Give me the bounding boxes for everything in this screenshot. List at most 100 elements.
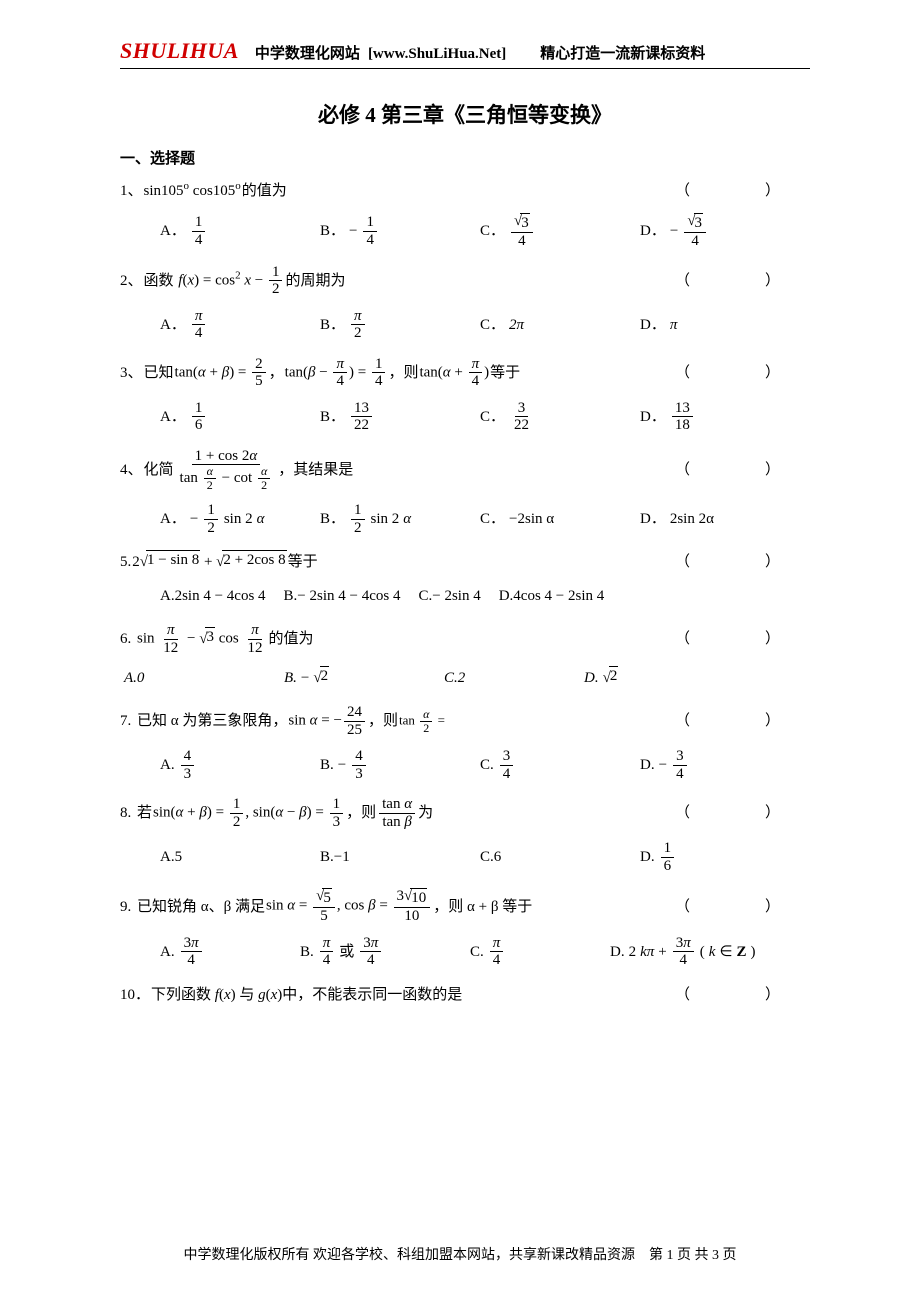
brand-logo: SHULIHUA [120,38,239,64]
question-6: 6. sin π12 − 3 cos π12 的值为 （ ） A.0 B.−2 … [120,622,810,690]
q8-paren: （ ） [675,801,810,825]
question-4: 4、 化简 1 + cos 2α tan α2 − cot α2 ，其结果是 （… [120,448,810,537]
q2-tail: 的周期为 [285,269,345,293]
q3-opt-a[interactable]: A．16 [160,400,320,434]
q9-paren: （ ） [675,895,810,919]
header-tagline: 精心打造一流新课标资料 [540,42,705,63]
footer-page: 第 1 页 共 3 页 [649,1248,737,1263]
q7-num: 7. [120,709,131,733]
header-url: [www.ShuLiHua.Net] [368,46,506,63]
q8-opt-b[interactable]: B.−1 [320,845,480,869]
q5-paren: （ ） [675,550,810,574]
q10-paren: （ ） [675,983,810,1007]
q8-opt-d[interactable]: D.16 [640,840,800,874]
q9-opt-c[interactable]: C.π4 [470,935,610,969]
q3-num: 3、 [120,361,143,385]
q6-opt-b[interactable]: B.−2 [284,666,444,690]
q1-num: 1、 [120,179,143,203]
q5-expr: 21 − sin 8 + 2 + 2cos 8 [132,550,286,574]
question-2: 2、 函数 f(x) = cos2 x − 12 的周期为 （ ） A．π4 B… [120,264,810,342]
q9-opt-a[interactable]: A.3π4 [160,935,300,969]
page-title: 必修 4 第三章《三角恒等变换》 [120,99,810,129]
page: SHULIHUA 中学数理化网站 [www.ShuLiHua.Net] 精心打造… [0,0,920,1302]
q3-pre: 已知 [144,361,174,385]
q3-mid2: ，则 [388,361,418,385]
q5-opt-b[interactable]: B.− 2sin 4 − 4cos 4 [284,584,401,608]
q6-num: 6. [120,627,131,651]
q2-opt-c[interactable]: C．2π [480,313,640,337]
q8-pre: 若 [137,801,152,825]
page-header: SHULIHUA 中学数理化网站 [www.ShuLiHua.Net] 精心打造… [120,38,810,64]
q9-mid: ，则 α + β 等于 [433,895,532,919]
q7-mid: ，则 [368,709,398,733]
q3-paren: （ ） [675,361,810,385]
question-5: 5. 21 − sin 8 + 2 + 2cos 8 等于 （ ） A.2sin… [120,550,810,608]
q8-expr1: sin(α + β) = 12, sin(α − β) = 13 [153,796,345,830]
q9-num: 9. [120,895,131,919]
q4-opt-b[interactable]: B．12 sin 2α [320,502,480,536]
q6-expr: sin π12 − 3 cos π12 [137,622,267,656]
q4-tail: ，其结果是 [278,458,353,482]
q2-pre: 函数 [144,269,174,293]
q2-num: 2、 [120,269,143,293]
section-heading: 一、选择题 [120,147,810,168]
q8-opt-a[interactable]: A.5 [160,845,320,869]
q4-opt-d[interactable]: D．2sin 2α [640,507,800,531]
q3-tail: 等于 [490,361,520,385]
q10-num: 10． [120,983,150,1007]
q7-pre: 已知 α 为第三象限角， [137,709,287,733]
q3-opt-b[interactable]: B．1322 [320,400,480,434]
q7-opt-b[interactable]: B.−43 [320,748,480,782]
q2-paren: （ ） [675,269,810,293]
q7-opt-c[interactable]: C.34 [480,748,640,782]
q7-expr2: tan α2 = [399,708,445,735]
q5-tail: 等于 [288,550,318,574]
q1-opt-b[interactable]: B．−14 [320,214,480,248]
q5-opt-a[interactable]: A.2sin 4 − 4cos 4 [160,584,266,608]
q7-expr1: sin α = −2425 [288,704,367,738]
question-10: 10． 下列函数 f(x) 与 g(x)中，不能表示同一函数的是 （ ） [120,983,810,1007]
q1-opt-a[interactable]: A．14 [160,214,320,248]
q4-opt-a[interactable]: A．−12 sin 2α [160,502,320,536]
q3-expr1: tan(α + β) = 25 [175,356,268,390]
q2-opt-a[interactable]: A．π4 [160,308,320,342]
q7-opt-d[interactable]: D.−34 [640,748,800,782]
q6-opt-c[interactable]: C.2 [444,666,584,690]
q3-expr2: tan(β − π4) = 14 [285,356,388,390]
q1-paren: （ ） [675,179,810,203]
q5-opt-c[interactable]: C.− 2sin 4 [418,584,480,608]
q4-pre: 化简 [144,458,174,482]
q2-opt-b[interactable]: B．π2 [320,308,480,342]
question-8: 8. 若 sin(α + β) = 12, sin(α − β) = 13 ，则… [120,796,810,874]
q3-opt-c[interactable]: C．322 [480,400,640,434]
q7-opt-a[interactable]: A.43 [160,748,320,782]
q9-pre: 已知锐角 α、β 满足 [137,895,265,919]
question-3: 3、 已知 tan(α + β) = 25 ， tan(β − π4) = 14… [120,356,810,434]
q8-mid: ，则 [346,801,376,825]
q9-opt-b[interactable]: B.π4或3π4 [300,935,470,969]
q5-opt-d[interactable]: D.4cos 4 − 2sin 4 [499,584,605,608]
q6-opt-d[interactable]: D.2 [584,666,744,690]
question-7: 7. 已知 α 为第三象限角， sin α = −2425 ，则 tan α2 … [120,704,810,782]
q1-tail: 的值为 [242,179,287,203]
q7-paren: （ ） [675,709,810,733]
q4-opt-c[interactable]: C．−2sin α [480,507,640,531]
question-1: 1、 sin105o cos105o 的值为 （ ） A．14 B．−14 C．… [120,178,810,250]
q3-opt-d[interactable]: D．1318 [640,400,800,434]
q1-opt-c[interactable]: C．34 [480,213,640,250]
q6-tail: 的值为 [268,627,313,651]
q4-paren: （ ） [675,458,810,482]
q10-text: 下列函数 f(x) 与 g(x)中，不能表示同一函数的是 [151,983,462,1007]
q2-opt-d[interactable]: D．π [640,313,800,337]
q2-expr: f(x) = cos2 x − 12 [175,264,285,298]
page-footer: 中学数理化版权所有 欢迎各学校、科组加盟本网站，共享新课改精品资源 第 1 页 … [0,1244,920,1264]
q3-mid: ， [269,361,284,385]
q8-opt-c[interactable]: C.6 [480,845,640,869]
q1-opt-d[interactable]: D．−34 [640,213,800,250]
header-divider [120,68,810,69]
q6-paren: （ ） [675,627,810,651]
q6-opt-a[interactable]: A.0 [124,666,284,690]
q8-tail: 为 [418,801,433,825]
q9-expr: sin α = 55, cos β = 31010 [266,888,432,925]
q9-opt-d[interactable]: D.2kπ + 3π4(k ∈ Z) [610,935,790,969]
